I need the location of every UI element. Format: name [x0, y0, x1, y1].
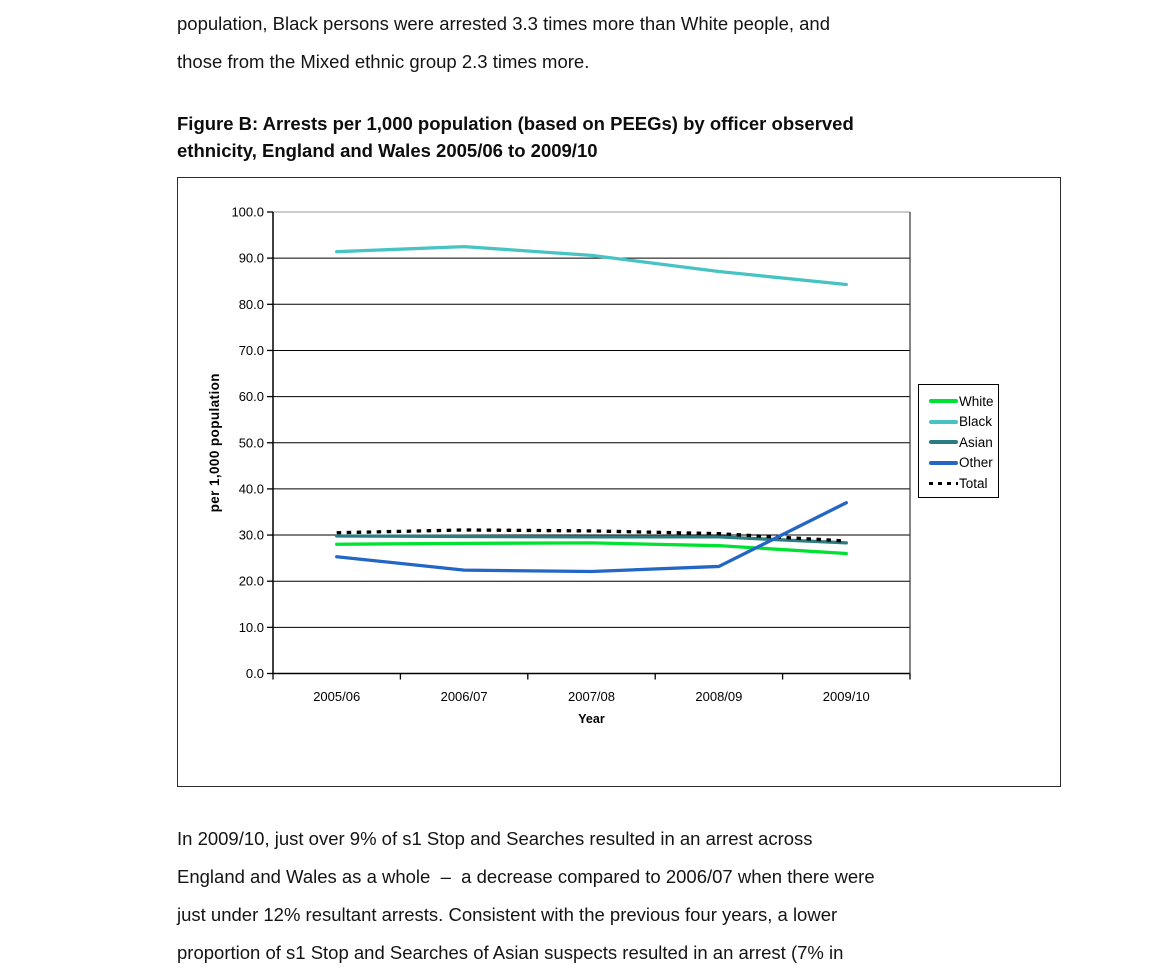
- text-line: just under 12% resultant arrests. Consis…: [177, 904, 838, 925]
- figure-b-chart: 0.0 10.0 20.0 30.0 40.0 50.0 60.0 70.0 80.0 90.0 1…: [177, 177, 1061, 787]
- y-tick-label: 100.0: [231, 205, 264, 220]
- series-line-asian: [335, 534, 848, 545]
- legend-item-other: Other: [929, 453, 998, 474]
- legend-swatch-white: [929, 399, 958, 404]
- line-chart: 0.0 10.0 20.0 30.0 40.0 50.0 60.0 70.0 80.0 90.0 1…: [207, 205, 911, 726]
- legend-swatch-black: [929, 419, 958, 424]
- text-line: population, Black persons were arrested …: [177, 13, 831, 34]
- chart-legend: White Black Asian Other Total: [918, 384, 999, 498]
- y-tick-label: 90.0: [239, 251, 264, 266]
- figure-heading: Figure B: Arrests per 1,000 population (…: [177, 110, 854, 164]
- y-tick-label: 10.0: [239, 620, 264, 635]
- x-tick-label: 2008/09: [695, 689, 742, 704]
- legend-label-black: Black: [959, 414, 993, 430]
- document-page: { "page": { "para_top": { "lines": [ "po…: [177, 5, 1061, 963]
- x-tick-label: 2007/08: [568, 689, 615, 704]
- paragraph-bottom: In 2009/10, just over 9% of s1 Stop and …: [177, 820, 875, 972]
- paragraph-top: population, Black persons were arrested …: [177, 5, 830, 81]
- text-line: proportion of s1 Stop and Searches of As…: [177, 942, 844, 963]
- text-line: England and Wales as a whole – a decreas…: [177, 866, 875, 887]
- legend-swatch-total: [929, 481, 958, 485]
- x-axis-title: Year: [578, 712, 605, 726]
- y-axis-title: per 1,000 population: [207, 373, 222, 512]
- legend-label-other: Other: [959, 455, 993, 471]
- series-line-other: [335, 501, 848, 574]
- y-tick-label: 50.0: [239, 435, 264, 450]
- legend-item-asian: Asian: [929, 432, 998, 453]
- legend-item-total: Total: [929, 473, 998, 494]
- y-tick-label: 60.0: [239, 389, 264, 404]
- legend-swatch-other: [929, 460, 958, 465]
- y-tick-label: 70.0: [239, 343, 264, 358]
- legend-swatch-asian: [929, 440, 958, 445]
- x-tick-label: 2005/06: [313, 689, 360, 704]
- y-tick-label: 20.0: [239, 574, 264, 589]
- y-tick-label: 80.0: [239, 297, 264, 312]
- text-line: In 2009/10, just over 9% of s1 Stop and …: [177, 828, 813, 849]
- figure-heading-line: Figure B: Arrests per 1,000 population (…: [177, 113, 854, 134]
- y-tick-label: 40.0: [239, 481, 264, 496]
- legend-label-white: White: [959, 393, 994, 409]
- figure-heading-line: ethnicity, England and Wales 2005/06 to …: [177, 140, 598, 161]
- series-line-black: [335, 244, 848, 287]
- series-line-white: [335, 541, 848, 556]
- legend-label-asian: Asian: [959, 434, 993, 450]
- y-tick-label: 0.0: [246, 666, 264, 681]
- x-tick-label: 2006/07: [441, 689, 488, 704]
- x-tick-label: 2009/10: [823, 689, 870, 704]
- legend-item-white: White: [929, 391, 998, 412]
- legend-label-total: Total: [959, 475, 988, 491]
- y-tick-label: 30.0: [239, 528, 264, 543]
- text-line: those from the Mixed ethnic group 2.3 ti…: [177, 51, 590, 72]
- legend-item-black: Black: [929, 412, 998, 433]
